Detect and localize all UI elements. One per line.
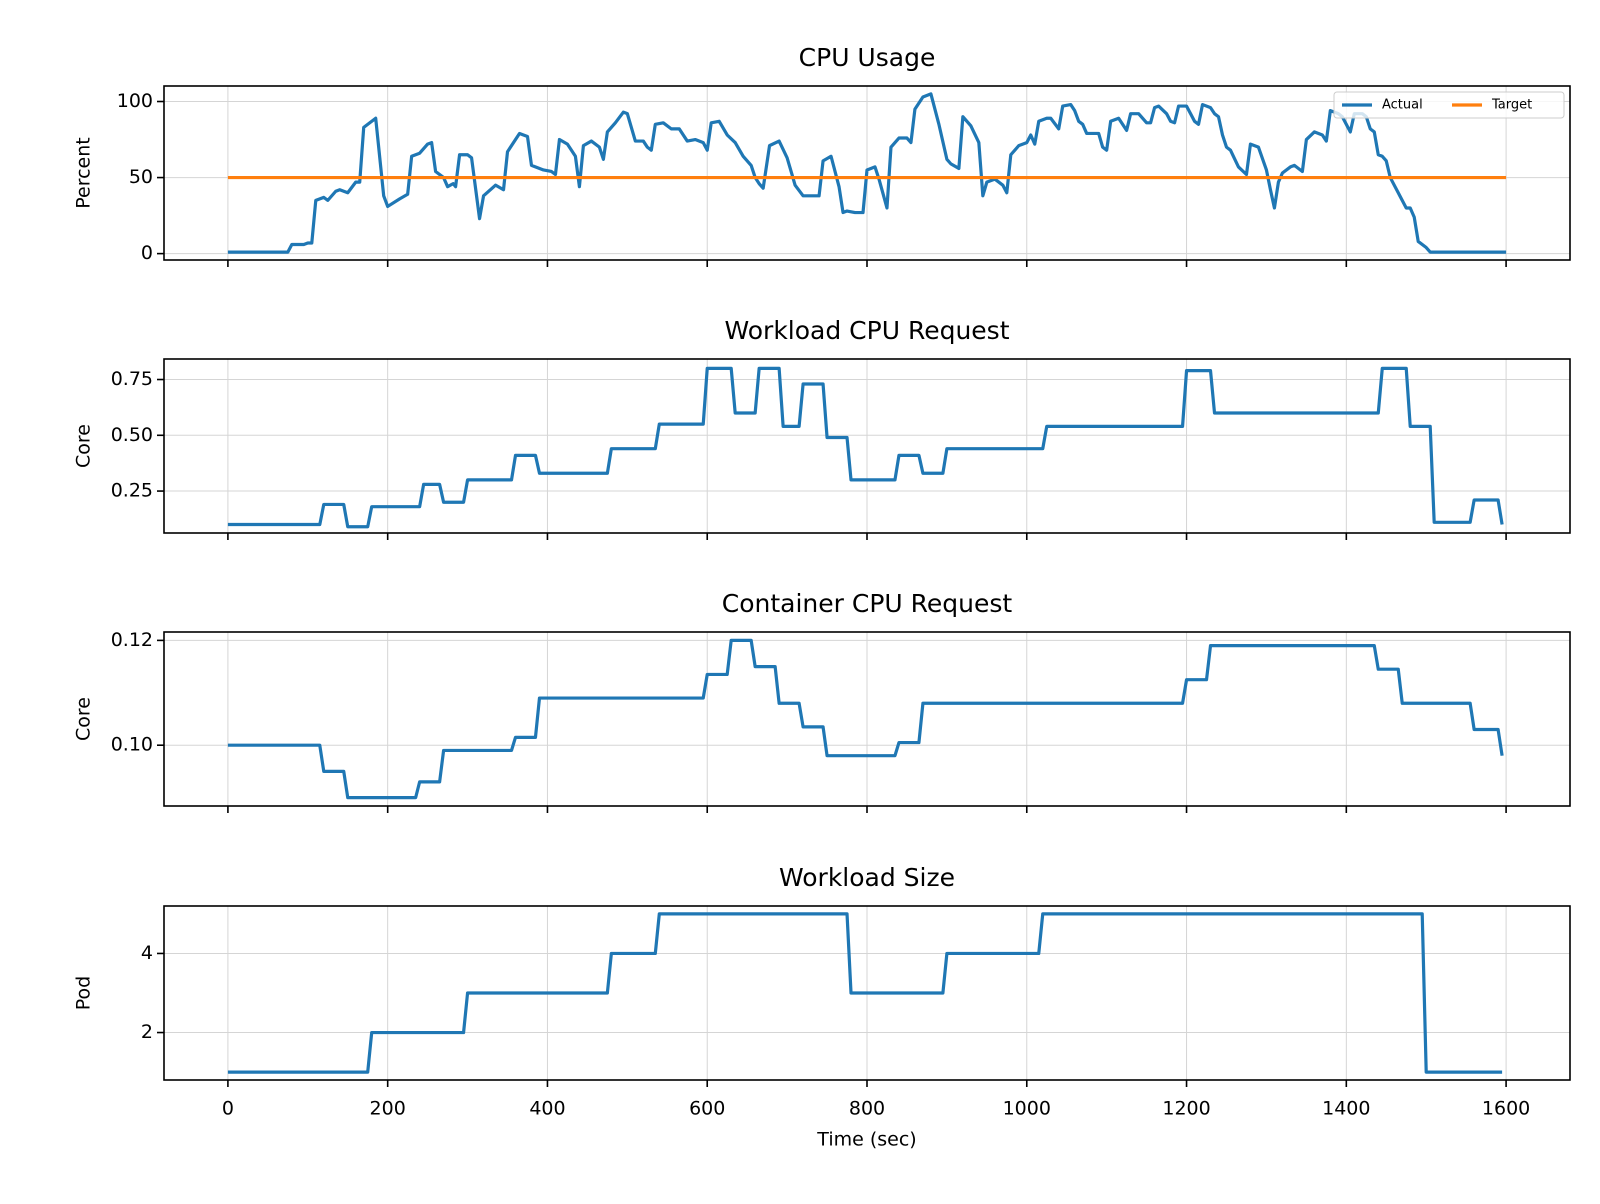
y-tick-label: 0.10: [111, 734, 153, 756]
line: [227, 92, 1507, 254]
chart-title: Workload Size: [779, 863, 955, 892]
subplot: CPU Usage 0 50 100 Percent Actual Target: [73, 43, 1571, 267]
y-tick-label: 0.50: [111, 424, 153, 446]
subplot: Workload CPU Request 0.25 0.50 0.75 Core: [73, 316, 1571, 540]
x-tick-label: 800: [849, 1098, 885, 1120]
y-tick-label: 0: [141, 242, 153, 264]
x-tick-label: 1600: [1482, 1098, 1530, 1120]
x-tick-label: 0: [222, 1098, 234, 1120]
subplot: Container CPU Request 0.10 0.12 Core: [73, 589, 1571, 813]
y-axis-label: Pod: [73, 976, 95, 1010]
x-axis-label: Time (sec): [816, 1129, 916, 1151]
y-axis-label: Core: [73, 424, 95, 468]
x-tick-label: 1400: [1322, 1098, 1370, 1120]
chart-title: CPU Usage: [799, 43, 936, 72]
axes-frame: [163, 631, 1571, 807]
line: [227, 366, 1504, 529]
line: [227, 912, 1503, 1074]
y-tick-label: 0.25: [111, 480, 153, 502]
subplot: Workload Size 0 200 400 600 800 1000 1200 1400 16…: [73, 863, 1571, 1151]
y-tick-label: 50: [129, 166, 153, 188]
axes-frame: [163, 358, 1571, 534]
y-axis-label: Percent: [73, 137, 95, 209]
line: [227, 638, 1504, 800]
legend-label: Target: [1491, 98, 1532, 113]
x-tick-label: 200: [370, 1098, 406, 1120]
y-tick-label: 2: [141, 1021, 153, 1043]
x-tick-label: 400: [529, 1098, 565, 1120]
chart-title: Workload CPU Request: [724, 316, 1009, 345]
legend-label: Actual: [1382, 98, 1423, 113]
x-tick-label: 1000: [1003, 1098, 1051, 1120]
legend-box: [1333, 91, 1565, 119]
y-tick-label: 0.12: [111, 629, 153, 651]
x-tick-label: 600: [689, 1098, 725, 1120]
axes-frame: [163, 85, 1571, 261]
axes-frame: [163, 905, 1571, 1081]
y-axis-label: Core: [73, 697, 95, 741]
chart-title: Container CPU Request: [722, 589, 1013, 618]
y-tick-label: 0.75: [111, 368, 153, 390]
x-tick-label: 1200: [1162, 1098, 1210, 1120]
y-tick-label: 4: [141, 942, 153, 964]
y-tick-label: 100: [117, 90, 153, 112]
